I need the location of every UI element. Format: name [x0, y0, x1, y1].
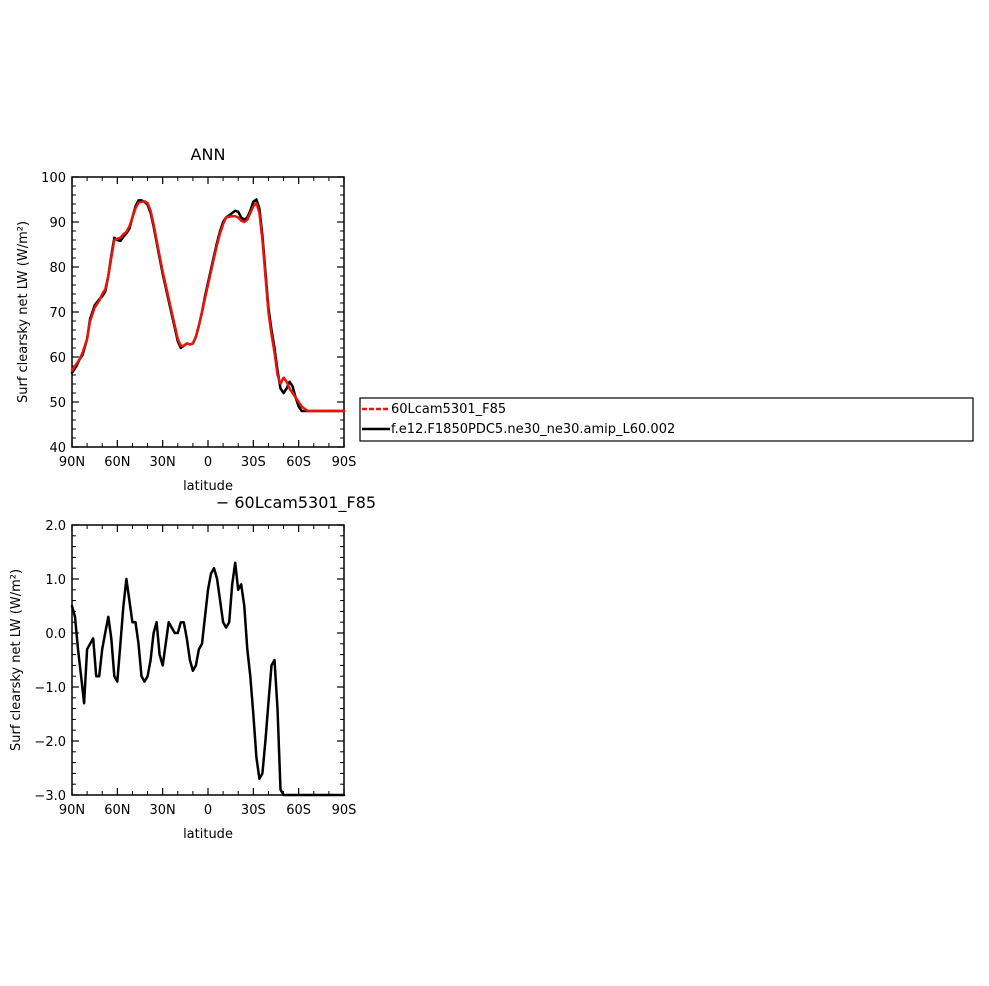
top-x-tick-label: 60S — [286, 455, 311, 470]
top-series-line — [70, 200, 346, 413]
legend-box — [359, 397, 974, 442]
top-x-tick-label: 30S — [241, 455, 266, 470]
legend: 60Lcam5301_F85 f.e12.F1850PDC5.ne30_ne30… — [359, 397, 974, 442]
top-y-tick-label: 80 — [49, 261, 66, 276]
bottom-x-tick-label: 30N — [150, 803, 176, 818]
bottom-y-tick-label: −2.0 — [34, 735, 66, 750]
top-ticks: 90N 60N 30N 0 30S 60S 90S 40 50 60 70 80 90 100 — [41, 171, 356, 470]
bottom-series-line — [70, 561, 346, 797]
top-series-line — [70, 198, 346, 413]
top-panel-title: ANN — [191, 145, 226, 164]
legend-label-case2: f.e12.F1850PDC5.ne30_ne30.amip_L60.002 — [391, 422, 675, 437]
top-y-tick-label: 60 — [49, 351, 66, 366]
bottom-panel-title: − 60Lcam5301_F85 — [216, 493, 376, 513]
bottom-x-tick-label: 90N — [59, 803, 85, 818]
bottom-y-axis-title: Surf clearsky net LW (W/m²) — [9, 569, 24, 751]
top-x-axis-title: latitude — [183, 479, 233, 494]
bottom-x-tick-label: 60S — [286, 803, 311, 818]
legend-label-case1: 60Lcam5301_F85 — [391, 402, 506, 417]
bottom-y-tick-label: −1.0 — [34, 681, 66, 696]
top-x-tick-label: 90N — [59, 455, 85, 470]
top-y-tick-label: 40 — [49, 441, 66, 456]
bottom-series-group — [70, 561, 346, 797]
top-y-tick-label: 70 — [49, 306, 66, 321]
bottom-x-tick-label: 60N — [104, 803, 130, 818]
top-y-tick-label: 50 — [49, 396, 66, 411]
bottom-ticks: 90N 60N 30N 0 30S 60S 90S −3.0 −2.0 −1.0 0.0 1.0 2.0 — [34, 519, 356, 818]
bottom-y-tick-label: 2.0 — [45, 519, 66, 534]
bottom-y-tick-label: 0.0 — [45, 627, 66, 642]
top-y-axis-title: Surf clearsky net LW (W/m²) — [16, 221, 31, 403]
bottom-panel: − 60Lcam5301_F85 90N 60N 30N 0 30S 60S 90S −3.0… — [9, 493, 376, 842]
bottom-x-axis-title: latitude — [183, 827, 233, 842]
top-panel: ANN 90N 60N 30N 0 30S 60S 90S 40 50 60 70 80 90 100 l… — [16, 145, 356, 494]
bottom-y-tick-label: 1.0 — [45, 573, 66, 588]
bottom-x-tick-label: 0 — [204, 803, 212, 818]
bottom-x-tick-label: 90S — [332, 803, 357, 818]
top-x-tick-label: 90S — [332, 455, 357, 470]
top-y-tick-label: 100 — [41, 171, 66, 186]
top-series-group — [70, 198, 346, 413]
top-x-tick-label: 60N — [104, 455, 130, 470]
bottom-x-tick-label: 30S — [241, 803, 266, 818]
top-x-tick-label: 0 — [204, 455, 212, 470]
top-x-tick-label: 30N — [150, 455, 176, 470]
top-y-tick-label: 90 — [49, 216, 66, 231]
bottom-y-tick-label: −3.0 — [34, 789, 66, 804]
